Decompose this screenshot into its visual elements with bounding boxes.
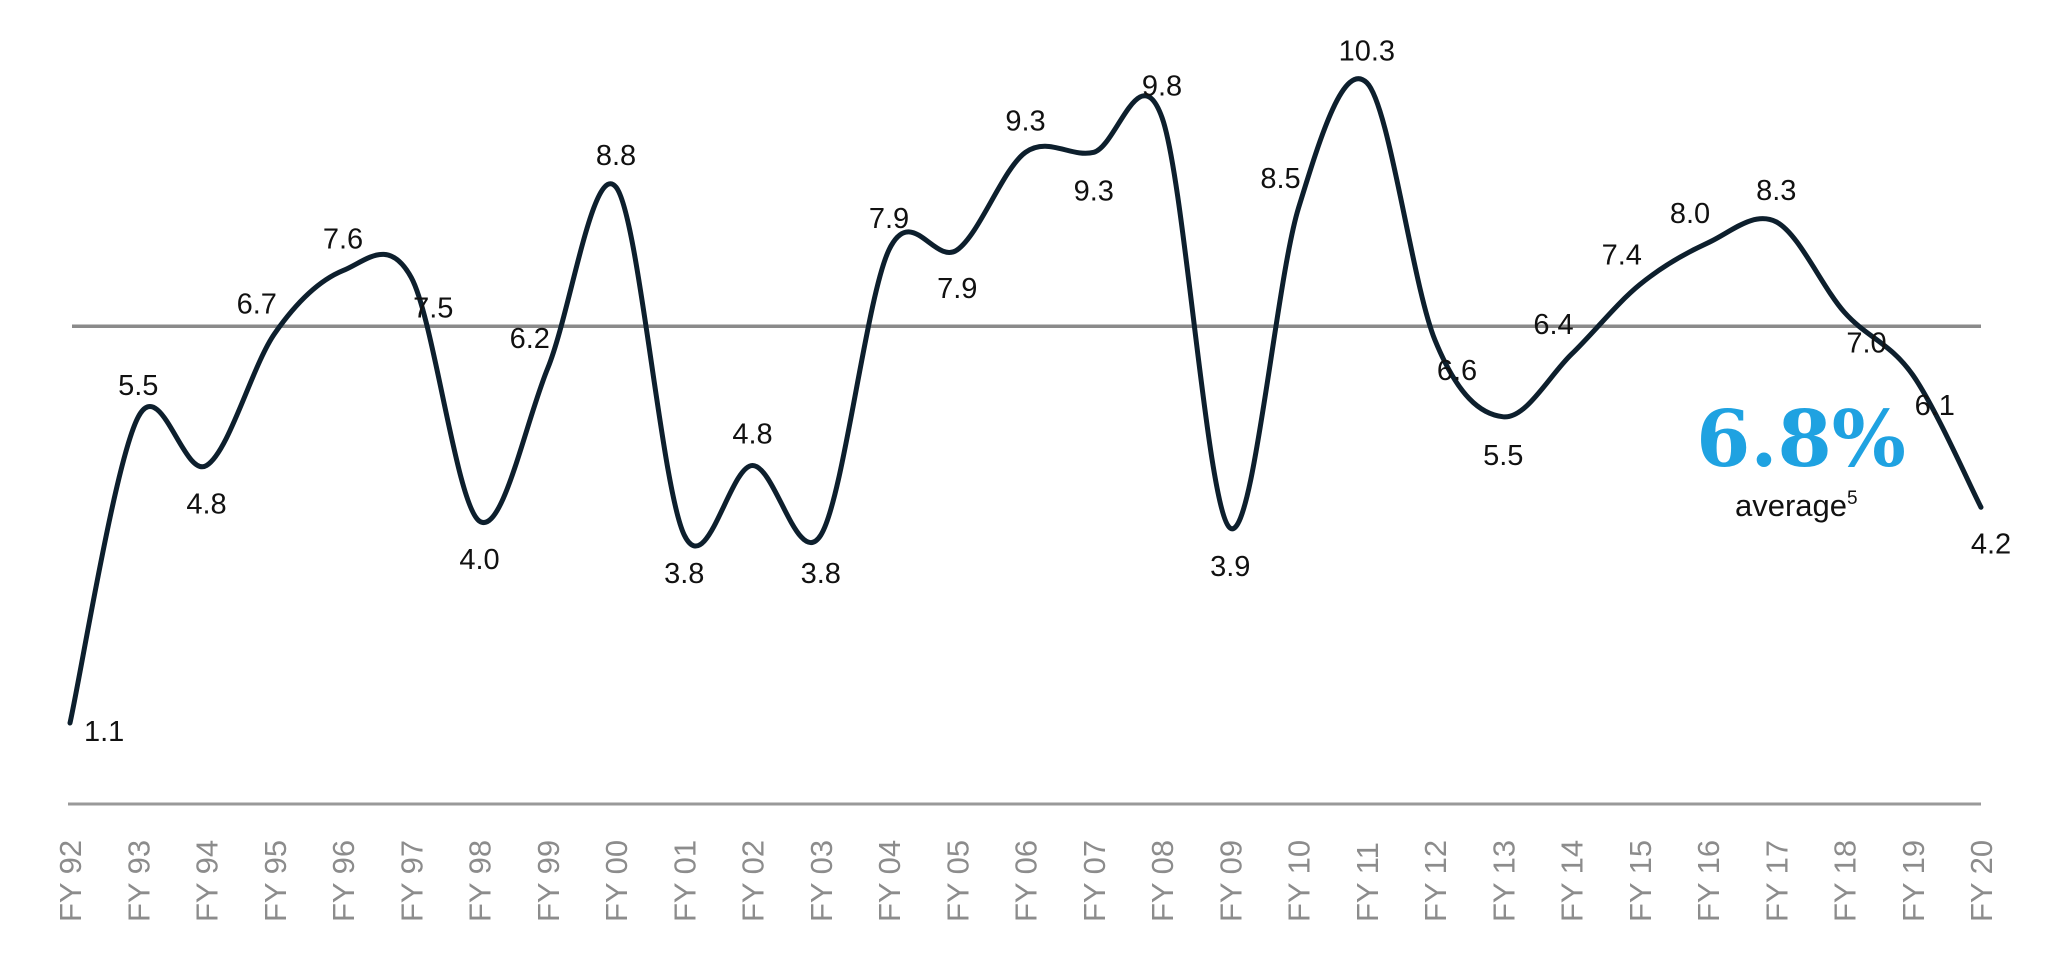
x-tick-label: FY 13 [1486, 840, 1521, 922]
data-label: 6.4 [1533, 309, 1573, 341]
data-label: 7.0 [1846, 327, 1886, 359]
data-label: 9.3 [1074, 175, 1114, 207]
x-tick-label: FY 00 [599, 840, 634, 922]
data-label: 9.8 [1142, 71, 1182, 103]
x-tick-label: FY 03 [804, 840, 839, 922]
x-tick-label: FY 11 [1350, 842, 1385, 922]
data-label: 6.1 [1915, 390, 1955, 422]
data-label: 7.4 [1602, 240, 1642, 272]
x-tick-label: FY 05 [940, 840, 975, 922]
data-label: 8.0 [1670, 198, 1710, 230]
x-tick-label: FY 18 [1828, 840, 1863, 922]
x-tick-label: FY 08 [1145, 840, 1180, 922]
x-tick-label: FY 17 [1759, 840, 1794, 922]
x-tick-label: FY 15 [1623, 840, 1658, 922]
series-line [67, 76, 1984, 726]
data-label: 5.5 [1483, 440, 1523, 472]
x-tick-label: FY 06 [1009, 840, 1044, 922]
x-tick-label: FY 99 [531, 840, 566, 922]
data-label: 8.5 [1260, 163, 1300, 195]
data-label: 3.8 [664, 558, 704, 590]
data-label: 6.6 [1437, 355, 1477, 387]
data-label: 7.9 [869, 203, 909, 235]
data-label: 4.8 [732, 419, 772, 451]
data-label: 3.8 [801, 558, 841, 590]
data-label: 9.3 [1005, 105, 1045, 137]
data-label: 8.8 [596, 140, 636, 172]
x-tick-label: FY 10 [1282, 840, 1317, 922]
x-tick-label: FY 19 [1896, 840, 1931, 922]
data-label: 3.9 [1210, 551, 1250, 583]
x-tick-label: FY 93 [121, 840, 156, 922]
data-labels: 1.1 5.5 4.8 6.7 7.6 7.5 4.0 6.2 8.8 3.8 4.8 3.8 7.9 7… [84, 36, 2011, 748]
x-tick-label: FY 07 [1077, 840, 1112, 922]
average-caption: average5 [1735, 488, 1858, 523]
x-tick-label: FY 97 [394, 840, 429, 922]
x-tick-label: FY 94 [190, 840, 225, 922]
x-tick-label: FY 09 [1213, 840, 1248, 922]
x-tick-label: FY 16 [1691, 840, 1726, 922]
data-label: 5.5 [118, 370, 158, 402]
data-label: 1.1 [84, 716, 124, 748]
average-value-label: 6.8% [1696, 394, 1906, 485]
x-tick-label: FY 01 [667, 840, 702, 922]
data-label: 4.8 [186, 489, 226, 521]
x-tick-labels: FY 92 FY 93 FY 94 FY 95 FY 96 FY 97 FY 98 FY 99… [53, 840, 1999, 922]
data-label: 4.0 [459, 544, 499, 576]
data-label: 7.9 [937, 273, 977, 305]
x-tick-label: FY 04 [872, 840, 907, 922]
data-label: 8.3 [1756, 175, 1796, 207]
average-label: average [1735, 488, 1847, 523]
x-tick-label: FY 95 [258, 840, 293, 922]
x-tick-label: FY 20 [1964, 840, 1999, 922]
data-label: 7.6 [323, 224, 363, 256]
data-label: 10.3 [1339, 36, 1395, 68]
x-tick-label: FY 02 [736, 840, 771, 922]
data-label: 6.7 [237, 288, 277, 320]
x-tick-label: FY 96 [326, 840, 361, 922]
x-tick-label: FY 12 [1418, 840, 1453, 922]
x-tick-label: FY 98 [463, 840, 498, 922]
x-tick-label: FY 92 [53, 840, 88, 922]
average-footnote: 5 [1847, 488, 1858, 509]
data-label: 6.2 [510, 323, 550, 355]
data-label: 7.5 [413, 293, 453, 325]
x-tick-label: FY 14 [1555, 840, 1590, 922]
data-label: 4.2 [1971, 528, 2011, 560]
